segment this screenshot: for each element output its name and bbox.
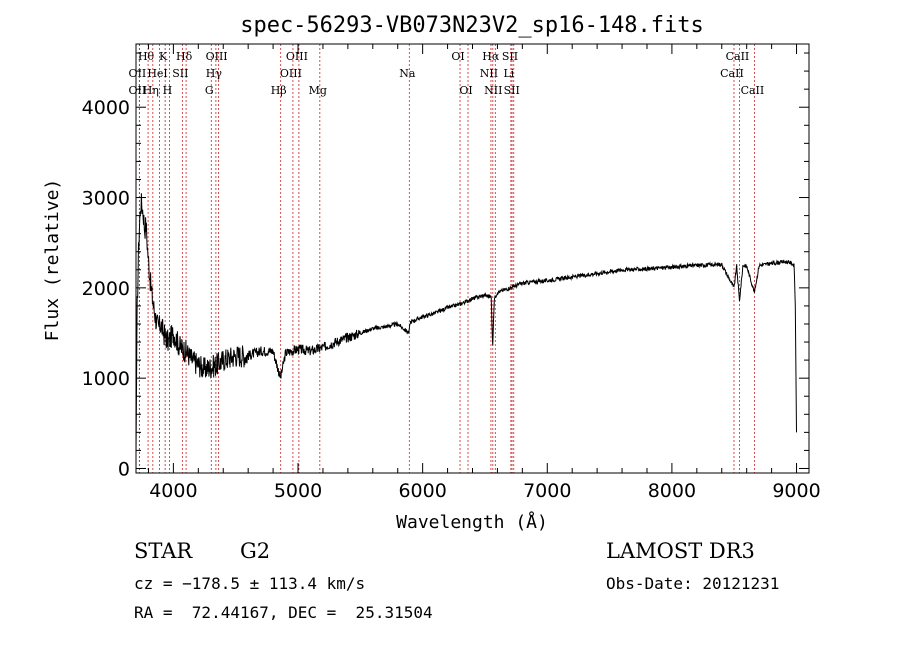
y-tick-label: 1000 (82, 368, 130, 390)
spectral-line-label: HeI (147, 67, 167, 80)
plot-frame (135, 43, 810, 474)
spectral-line-label: CaII (720, 67, 744, 80)
spectral-line-label: SII (504, 84, 520, 97)
chart-title: spec-56293-VB073N23V2_sp16-148.fits (240, 13, 704, 38)
y-tick-label: 4000 (82, 97, 130, 119)
spectral-line-label: OI (451, 50, 464, 63)
spectrum-line (135, 193, 797, 455)
spectral-line-label: Mg (309, 84, 327, 97)
spectral-line-label: OII (129, 84, 147, 97)
x-tick-label: 7000 (523, 480, 571, 502)
y-tick-label: 0 (118, 458, 130, 480)
spectral-line-label: OI (459, 84, 472, 97)
spectral-line-label: CaII (726, 50, 750, 63)
x-tick-label: 5000 (274, 480, 322, 502)
spectral-line-label: G (205, 84, 214, 97)
spectral-line-label: Hθ (138, 50, 155, 63)
spectral-line-label: OIII (286, 50, 308, 63)
survey-name: LAMOST DR3 (606, 539, 755, 563)
spectral-line-label: K (159, 50, 168, 63)
coordinates-text: RA = 72.44167, DEC = 25.31504 (134, 603, 433, 622)
y-axis-label: Flux (relative) (42, 179, 63, 342)
spectral-line-label: Na (399, 67, 416, 80)
spectral-line-label: Hβ (271, 84, 287, 97)
x-tick-label: 6000 (398, 480, 446, 502)
spectral-line-label: SII (172, 67, 188, 80)
spectral-line-label: Hγ (206, 67, 223, 80)
object-class: STAR (134, 539, 193, 563)
x-axis-label: Wavelength (Å) (396, 511, 548, 533)
y-tick-label: 3000 (82, 188, 130, 210)
y-tick-label: 2000 (82, 278, 130, 300)
spectral-line-label: Hη (143, 84, 159, 97)
spectral-line-label: SII (502, 50, 518, 63)
x-tick-label: 9000 (772, 480, 820, 502)
spectral-line-label: NII (480, 67, 498, 80)
spectral-line-label: OIII (206, 50, 228, 63)
redshift-text: cz = −178.5 ± 113.4 km/s (134, 574, 366, 593)
spectral-line-label: Li (503, 67, 514, 80)
x-tick-label: 8000 (648, 480, 696, 502)
spectral-line-label: NII (484, 84, 502, 97)
spectral-line-label: OIII (280, 67, 302, 80)
obs-date-text: Obs-Date: 20121231 (606, 574, 780, 593)
spectral-line-label: CaII (741, 84, 765, 97)
spectral-line-label: OII (129, 67, 147, 80)
object-subclass: G2 (240, 539, 271, 563)
spectral-line-label: H (163, 84, 173, 97)
x-tick-label: 4000 (149, 480, 197, 502)
spectral-line-label: Hδ (176, 50, 193, 63)
